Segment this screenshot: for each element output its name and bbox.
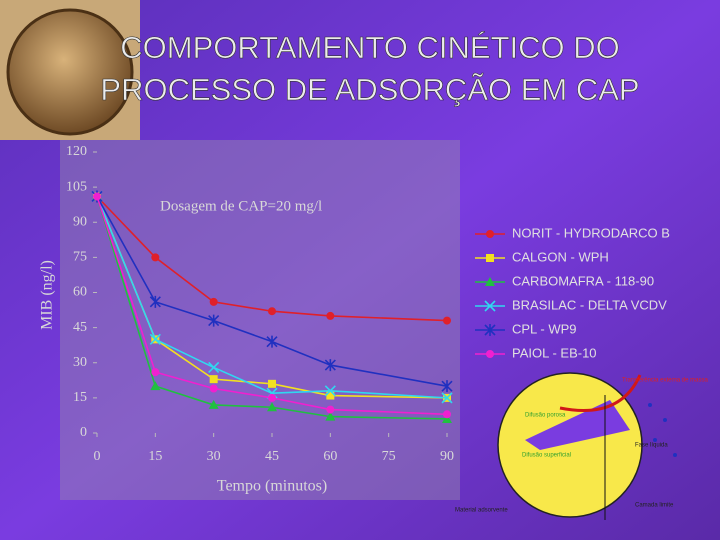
annotation: Dosagem de CAP=20 mg/l [160, 198, 322, 214]
x-tick-label: 60 [323, 449, 337, 464]
point [150, 381, 161, 391]
point [441, 380, 453, 393]
point [326, 311, 335, 320]
logo-coin [6, 8, 134, 136]
diagram-label: Material adsorvente [455, 508, 508, 514]
adsorbent-particle [497, 372, 643, 518]
point [209, 297, 218, 306]
plot-bg [60, 140, 460, 500]
point [93, 192, 101, 201]
series-line [96, 196, 448, 399]
point [208, 399, 219, 409]
point [486, 350, 494, 358]
mass-arrow [559, 374, 642, 412]
legend-label: PAIOL - EB-10 [512, 345, 597, 360]
y-tick-label: 105 [66, 179, 87, 194]
point [442, 413, 452, 423]
point [266, 335, 278, 348]
y-tick-label: 90 [73, 214, 87, 229]
point [485, 277, 495, 286]
point [149, 295, 161, 308]
point [209, 384, 218, 393]
molecule [663, 418, 667, 422]
title-line: PROCESSO DE ADSORÇÃO EM CAP [100, 72, 639, 107]
legend-label: BRASILAC - DELTA VCDV [512, 297, 667, 312]
point [268, 379, 276, 388]
legend-label: CALGON - WPH [512, 249, 609, 264]
y-tick-label: 120 [66, 144, 87, 159]
point [443, 316, 451, 325]
point [268, 307, 276, 316]
point [151, 253, 160, 262]
series-line [96, 196, 448, 387]
y-axis-label: MIB (ng/l) [39, 260, 56, 330]
molecule [648, 403, 652, 407]
x-tick-label: 45 [265, 449, 279, 464]
series-line [96, 196, 448, 416]
x-tick-label: 0 [94, 449, 101, 464]
diagram-label: Camada limite [635, 503, 674, 509]
point [149, 333, 161, 345]
point [208, 361, 220, 373]
y-tick-label: 0 [80, 425, 87, 440]
diagram-label: Difusão superficial [522, 453, 571, 459]
point [151, 368, 160, 377]
series-line [96, 195, 448, 322]
point [324, 385, 336, 397]
x-tick-label: 30 [207, 449, 221, 464]
point [325, 411, 336, 421]
point [324, 359, 336, 372]
diagram-label: Difusão porosa [525, 413, 566, 419]
point [326, 405, 335, 414]
legend-label: NORIT - HYDRODARCO B [512, 225, 670, 240]
diagram-label: Fase líquida [635, 443, 668, 449]
point [268, 393, 276, 402]
point [484, 300, 496, 312]
diagram-label: Transferência externa de massa [622, 378, 708, 384]
point [486, 230, 494, 238]
x-tick-label: 75 [382, 449, 396, 464]
y-tick-label: 75 [73, 250, 87, 265]
point [267, 402, 277, 412]
y-tick-label: 30 [73, 355, 87, 370]
legend-label: CARBOMAFRA - 118-90 [512, 273, 654, 288]
point [441, 392, 453, 404]
point [486, 254, 494, 262]
point [208, 314, 220, 327]
y-tick-label: 15 [73, 390, 87, 405]
y-tick-label: 45 [73, 320, 87, 335]
x-axis-label: Tempo (minutos) [217, 478, 327, 495]
point [484, 324, 496, 336]
series-line [96, 196, 448, 420]
x-tick-label: 90 [440, 449, 454, 464]
point [443, 410, 451, 419]
title-line: COMPORTAMENTO CINÉTICO DO [120, 30, 619, 65]
adsorption-diagram: Transferência externa de massa Difusão p… [455, 372, 708, 520]
pore [525, 400, 630, 450]
x-tick-label: 15 [148, 449, 162, 464]
point [209, 375, 218, 384]
legend-label: CPL - WP9 [512, 321, 577, 336]
point [326, 391, 335, 400]
molecule [653, 438, 657, 442]
molecule [673, 453, 677, 457]
y-tick-label: 60 [73, 285, 87, 300]
